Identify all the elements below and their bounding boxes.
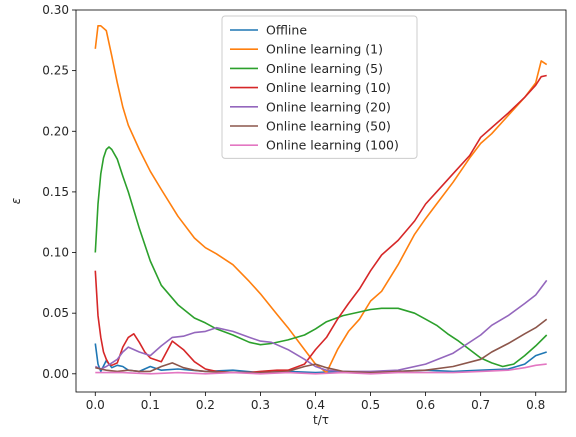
y-axis-label: ε bbox=[9, 197, 23, 204]
legend-entry-label: Online learning (1) bbox=[266, 42, 383, 57]
x-axis-ticks: 0.0 0.1 0.2 0.3 0.4 0.5 0.6 0.7 0.8 bbox=[86, 392, 545, 412]
series-line-0 bbox=[94, 343, 547, 374]
y-tick-label: 0.25 bbox=[42, 64, 69, 78]
series-line-2 bbox=[94, 146, 548, 368]
legend-entry-label: Offline bbox=[266, 23, 307, 38]
series-line-6 bbox=[95, 363, 547, 375]
y-tick-label: 0.30 bbox=[42, 3, 69, 17]
x-tick-label: 0.5 bbox=[361, 398, 380, 412]
series-line-4 bbox=[94, 279, 548, 373]
y-axis-ticks: 0.00 0.05 0.10 0.15 0.20 0.25 0.30 bbox=[42, 3, 76, 381]
y-tick-label: 0.20 bbox=[42, 124, 69, 138]
x-tick-label: 0.4 bbox=[306, 398, 325, 412]
x-tick-label: 0.7 bbox=[471, 398, 490, 412]
legend-entry-label: Online learning (5) bbox=[266, 61, 383, 76]
legend-entry-label: Online learning (50) bbox=[266, 119, 391, 134]
y-tick-label: 0.10 bbox=[42, 246, 69, 260]
x-tick-label: 0.0 bbox=[86, 398, 105, 412]
x-tick-label: 0.8 bbox=[526, 398, 545, 412]
x-tick-label: 0.6 bbox=[416, 398, 435, 412]
series-line-1 bbox=[94, 25, 548, 374]
y-tick-label: 0.05 bbox=[42, 306, 69, 320]
legend: Offline Online learning (1) Online learnin… bbox=[221, 15, 418, 159]
x-tick-label: 0.1 bbox=[141, 398, 160, 412]
x-tick-label: 0.2 bbox=[196, 398, 215, 412]
x-axis-label: t/τ bbox=[313, 413, 329, 427]
legend-entry-label: Online learning (20) bbox=[266, 99, 391, 114]
x-tick-label: 0.3 bbox=[251, 398, 270, 412]
y-tick-label: 0.15 bbox=[42, 185, 69, 199]
y-tick-label: 0.00 bbox=[42, 367, 69, 381]
legend-entry-label: Online learning (10) bbox=[266, 80, 391, 95]
series-lines bbox=[94, 25, 548, 375]
legend-entry-label: Online learning (100) bbox=[266, 138, 399, 153]
series-line-5 bbox=[95, 318, 548, 374]
plot-frame bbox=[75, 9, 567, 393]
legend-box bbox=[221, 15, 418, 159]
